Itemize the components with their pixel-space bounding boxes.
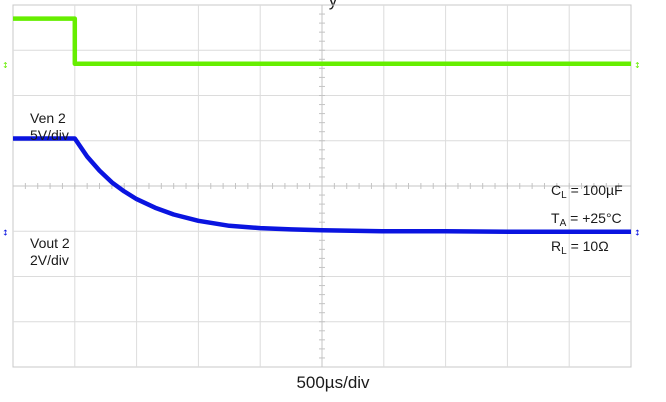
channel-markers: ↕ ↕ ↕ ↕ — [2, 61, 641, 238]
x-axis-label: 500µs/div — [296, 373, 370, 392]
annotation-rl: RL = 10Ω — [551, 238, 609, 257]
cl-main: C — [551, 182, 562, 198]
ven-scale: 5V/div — [30, 127, 69, 143]
vout-name: Vout 2 — [30, 235, 70, 251]
annotation-ta: TA = +25°C — [551, 210, 622, 229]
vout-scale: 2V/div — [30, 252, 69, 268]
right-marker-0: ↕ — [634, 61, 641, 70]
cl-sub: L — [561, 190, 567, 201]
annotation-cl: CL = 100µF — [551, 182, 623, 201]
rl-main: R — [551, 238, 562, 254]
trace-0 — [13, 16, 631, 67]
ven-name: Ven 2 — [30, 110, 66, 126]
left-marker-0: ↕ — [2, 61, 9, 70]
vout-label: Vout 2 2V/div — [30, 235, 70, 269]
right-marker-1: ↕ — [634, 229, 641, 238]
trace-1 — [13, 136, 631, 234]
ta-rest: = +25°C — [566, 210, 622, 226]
rl-sub: L — [561, 246, 567, 257]
cl-rest: = 100µF — [566, 182, 623, 198]
rl-rest: = 10Ω — [566, 238, 609, 254]
ta-main: T — [551, 210, 560, 226]
plot-grid — [12, 4, 632, 368]
waveform-traces — [13, 16, 631, 234]
ven-label: Ven 2 5V/div — [30, 110, 69, 144]
ta-sub: A — [559, 218, 567, 229]
left-marker-1: ↕ — [2, 229, 9, 238]
